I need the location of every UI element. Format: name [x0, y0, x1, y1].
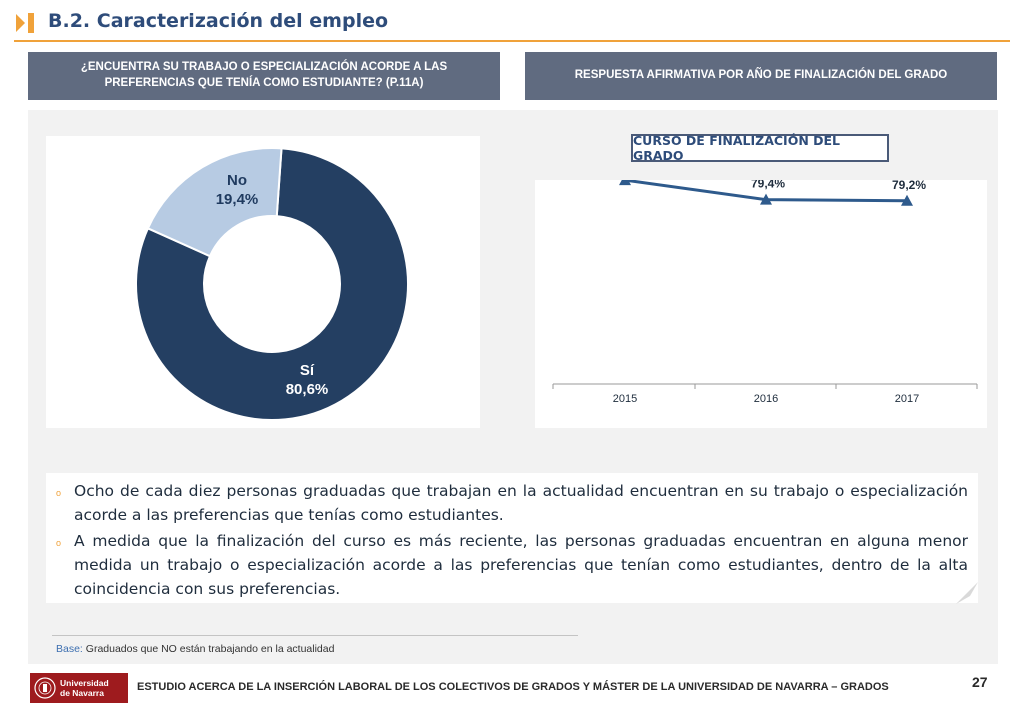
donut-chart-card: [46, 136, 480, 428]
page-title: B.2. Caracterización del empleo: [48, 10, 389, 32]
chevron-bar-icon: [16, 13, 34, 33]
slice-no-name: No: [227, 172, 247, 189]
data-point: [760, 193, 772, 205]
x-tick-label: 2015: [613, 393, 637, 405]
finding-text: A medida que la finalización del curso e…: [74, 532, 968, 598]
university-logo: Universidad de Navarra: [30, 673, 128, 703]
page-header: B.2. Caracterización del empleo: [0, 0, 1024, 42]
logo-line-2: de Navarra: [60, 688, 104, 698]
slice-label-no: No 19,4%: [192, 172, 282, 210]
donut-slice: [146, 147, 283, 258]
bullet-icon: o: [56, 538, 62, 548]
base-divider: [52, 635, 578, 636]
data-label: 79,2%: [892, 180, 926, 192]
logo-line-1: Universidad: [60, 678, 109, 688]
donut-slice: [135, 147, 409, 421]
page-curl-icon: [956, 582, 978, 604]
data-label: 79,4%: [751, 180, 785, 191]
base-key: Base:: [56, 643, 83, 655]
question-box-right: RESPUESTA AFIRMATIVA POR AÑO DE FINALIZA…: [525, 52, 997, 100]
x-tick-label: 2016: [754, 393, 778, 405]
header-divider: [14, 40, 1010, 42]
finding-text: Ocho de cada diez personas graduadas que…: [74, 482, 968, 524]
slice-si-name: Sí: [299, 362, 315, 379]
slice-no-value: 19,4%: [215, 190, 259, 208]
slice-label-si: Sí 80,6%: [262, 362, 352, 400]
footer-text: ESTUDIO ACERCA DE LA INSERCIÓN LABORAL D…: [137, 681, 889, 693]
course-legend-tag: CURSO DE FINALIZACIÓN DEL GRADO: [631, 133, 889, 163]
question-left-text: ¿ENCUENTRA SU TRABAJO O ESPECIALIZACIÓN …: [80, 61, 448, 89]
question-right-text: RESPUESTA AFIRMATIVA POR AÑO DE FINALIZA…: [574, 69, 948, 82]
slice-si-value: 80,6%: [285, 380, 329, 398]
finding-item: o A medida que la finalización del curso…: [46, 529, 978, 603]
x-tick-label: 2017: [895, 393, 919, 405]
logo-text: Universidad de Navarra: [60, 678, 109, 698]
donut-chart: [135, 147, 409, 421]
data-point: [901, 194, 913, 206]
course-legend-text: CURSO DE FINALIZACIÓN DEL GRADO: [633, 133, 841, 163]
seal-icon: [34, 677, 56, 699]
page-number: 27: [972, 674, 988, 690]
data-point: [619, 180, 631, 186]
bullet-icon: o: [56, 488, 62, 498]
findings-card: o Ocho de cada diez personas graduadas q…: [46, 473, 978, 603]
base-text: Graduados que NO están trabajando en la …: [85, 643, 335, 655]
finding-item: o Ocho de cada diez personas graduadas q…: [46, 479, 978, 529]
question-box-left: ¿ENCUENTRA SU TRABAJO O ESPECIALIZACIÓN …: [28, 52, 500, 100]
base-note: Base: Graduados que NO están trabajando …: [56, 643, 334, 655]
